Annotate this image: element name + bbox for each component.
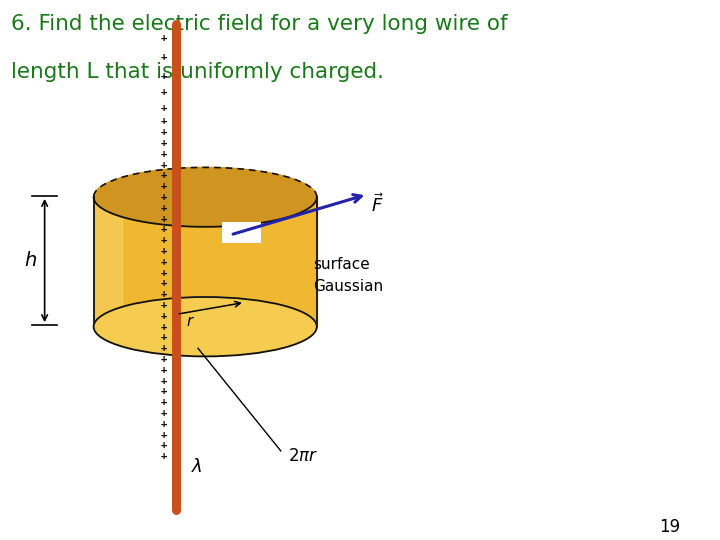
Text: +: +: [161, 408, 166, 418]
Text: +: +: [161, 181, 166, 191]
Text: +: +: [161, 311, 166, 321]
Text: +: +: [161, 376, 166, 386]
Text: +: +: [161, 451, 166, 461]
Text: 19: 19: [659, 517, 680, 536]
Text: +: +: [161, 214, 166, 224]
Polygon shape: [94, 197, 122, 327]
Text: +: +: [161, 397, 166, 407]
Text: h: h: [24, 251, 37, 270]
Text: +: +: [161, 354, 166, 364]
Text: +: +: [161, 365, 166, 375]
Text: +: +: [161, 203, 166, 213]
Text: +: +: [161, 300, 166, 310]
Text: 6. Find the electric field for a very long wire of: 6. Find the electric field for a very lo…: [11, 14, 508, 33]
Text: surface: surface: [313, 257, 370, 272]
Text: r: r: [186, 314, 192, 329]
Text: +: +: [161, 225, 166, 234]
Text: +: +: [161, 322, 166, 332]
Text: +: +: [161, 257, 166, 267]
Text: +: +: [161, 87, 166, 97]
Text: +: +: [161, 149, 166, 159]
Text: +: +: [161, 343, 166, 353]
Text: $\vec{F}$: $\vec{F}$: [371, 193, 383, 215]
Text: +: +: [161, 160, 166, 170]
Text: Gaussian: Gaussian: [313, 279, 383, 294]
Text: +: +: [161, 117, 166, 126]
Polygon shape: [94, 297, 317, 356]
Text: +: +: [161, 33, 166, 43]
Text: $\lambda$: $\lambda$: [191, 458, 202, 476]
Text: +: +: [161, 333, 166, 342]
Text: +: +: [161, 235, 166, 245]
Polygon shape: [94, 167, 317, 227]
Text: +: +: [161, 419, 166, 429]
Text: +: +: [161, 138, 166, 148]
Text: +: +: [161, 171, 166, 180]
Text: +: +: [161, 127, 166, 137]
Text: +: +: [161, 71, 166, 80]
Text: +: +: [161, 103, 166, 113]
FancyBboxPatch shape: [222, 222, 261, 243]
Text: +: +: [161, 246, 166, 256]
Text: +: +: [161, 387, 166, 396]
Text: +: +: [161, 430, 166, 440]
Text: +: +: [161, 279, 166, 288]
Polygon shape: [94, 197, 317, 327]
Text: +: +: [161, 289, 166, 299]
Text: +: +: [161, 52, 166, 62]
Text: +: +: [161, 192, 166, 202]
Text: length L that is uniformly charged.: length L that is uniformly charged.: [11, 62, 384, 82]
Text: +: +: [161, 441, 166, 450]
Text: +: +: [161, 268, 166, 278]
Text: $2\pi r$: $2\pi r$: [288, 447, 318, 465]
